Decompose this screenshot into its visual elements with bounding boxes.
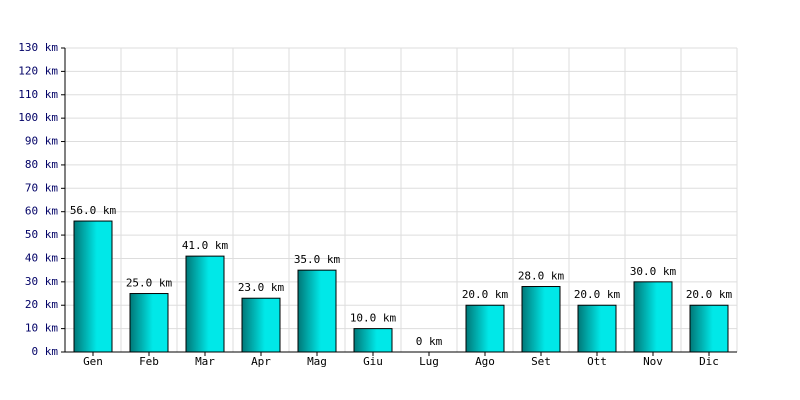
x-tick-label: Feb (139, 355, 159, 368)
y-tick-label: 50 km (25, 228, 58, 241)
y-tick-label: 90 km (25, 135, 58, 148)
y-tick-label: 120 km (18, 64, 58, 77)
bar (521, 286, 561, 353)
bar (73, 220, 113, 353)
x-tick-label: Nov (643, 355, 663, 368)
value-label: 0 km (416, 335, 443, 348)
value-label: 35.0 km (294, 253, 341, 266)
y-tick-label: 10 km (25, 322, 58, 335)
y-tick-label: 60 km (25, 205, 58, 218)
bar (465, 304, 505, 353)
value-label: 20.0 km (574, 288, 621, 301)
y-tick-label: 0 km (32, 345, 59, 358)
y-tick-label: 80 km (25, 158, 58, 171)
x-tick-label: Set (531, 355, 551, 368)
y-tick-label: 100 km (18, 111, 58, 124)
y-tick-label: 40 km (25, 251, 58, 264)
value-label: 23.0 km (238, 281, 285, 294)
bar (241, 297, 281, 353)
bar (577, 304, 617, 353)
bar (185, 255, 225, 353)
value-label: 30.0 km (630, 265, 677, 278)
value-label: 25.0 km (126, 277, 173, 290)
y-tick-label: 70 km (25, 181, 58, 194)
bar (129, 293, 169, 353)
x-tick-label: Mag (307, 355, 327, 368)
bar (633, 281, 673, 353)
bar (297, 269, 337, 353)
x-tick-label: Lug (419, 355, 439, 368)
x-tick-label: Gen (83, 355, 103, 368)
value-label: 20.0 km (462, 288, 509, 301)
x-tick-label: Mar (195, 355, 215, 368)
y-tick-label: 130 km (18, 41, 58, 54)
value-label: 41.0 km (182, 239, 229, 252)
x-tick-label: Dic (699, 355, 719, 368)
y-tick-label: 20 km (25, 298, 58, 311)
x-tick-label: Ott (587, 355, 607, 368)
x-tick-label: Giu (363, 355, 383, 368)
y-tick-label: 30 km (25, 275, 58, 288)
bar (689, 304, 729, 353)
value-label: 20.0 km (686, 288, 733, 301)
x-tick-label: Apr (251, 355, 271, 368)
value-label: 28.0 km (518, 270, 565, 283)
y-tick-label: 110 km (18, 88, 58, 101)
bar (353, 328, 393, 353)
x-tick-label: Ago (475, 355, 495, 368)
value-label: 10.0 km (350, 312, 397, 325)
value-label: 56.0 km (70, 204, 117, 217)
